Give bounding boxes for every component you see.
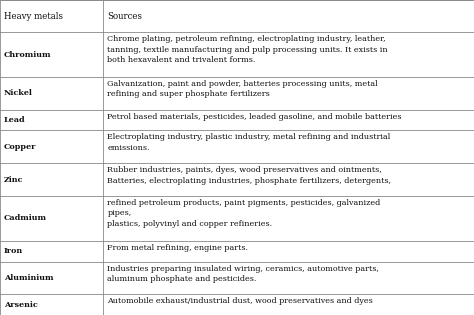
Text: Nickel: Nickel [4, 89, 33, 97]
Text: Cadmium: Cadmium [4, 215, 47, 222]
Text: Electroplating industry, plastic industry, metal refining and industrial
emissio: Electroplating industry, plastic industr… [107, 134, 391, 152]
Text: Petrol based materials, pesticides, leaded gasoline, and mobile batteries: Petrol based materials, pesticides, lead… [107, 113, 402, 121]
Text: Automobile exhaust/industrial dust, wood preservatives and dyes: Automobile exhaust/industrial dust, wood… [107, 297, 373, 305]
Text: Rubber industries, paints, dyes, wood preservatives and ointments,
Batteries, el: Rubber industries, paints, dyes, wood pr… [107, 166, 392, 185]
Text: Lead: Lead [4, 116, 26, 124]
Text: Sources: Sources [107, 12, 142, 20]
Text: Heavy metals: Heavy metals [4, 12, 63, 20]
Text: Chrome plating, petroleum refining, electroplating industry, leather,
tanning, t: Chrome plating, petroleum refining, elec… [107, 35, 388, 64]
Text: Iron: Iron [4, 247, 23, 255]
Text: refined petroleum products, paint pigments, pesticides, galvanized
pipes,
plasti: refined petroleum products, paint pigmen… [107, 199, 381, 228]
Text: Aluminium: Aluminium [4, 274, 54, 282]
Text: Industries preparing insulated wiring, ceramics, automotive parts,
aluminum phos: Industries preparing insulated wiring, c… [107, 265, 379, 283]
Text: Copper: Copper [4, 143, 36, 151]
Text: Chromium: Chromium [4, 51, 52, 59]
Text: From metal refining, engine parts.: From metal refining, engine parts. [107, 244, 248, 252]
Text: Galvanization, paint and powder, batteries processing units, metal
refining and : Galvanization, paint and powder, batteri… [107, 80, 378, 98]
Text: Zinc: Zinc [4, 176, 23, 184]
Text: Arsenic: Arsenic [4, 301, 38, 309]
